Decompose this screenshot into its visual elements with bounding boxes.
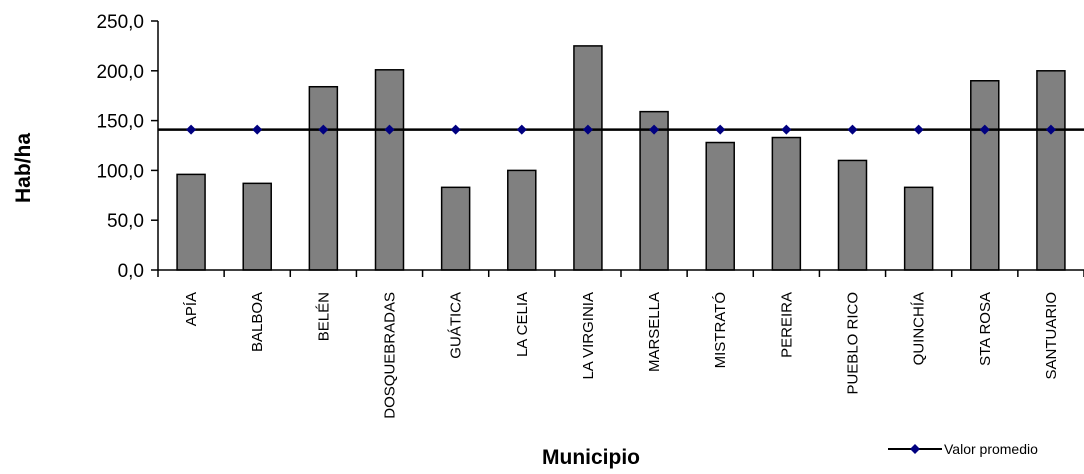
x-category-label: PUEBLO RICO	[845, 292, 862, 395]
y-tick-label: 100,0	[96, 161, 144, 182]
x-axis-title: Municipio	[542, 446, 640, 469]
x-category-labels: APÍA BALBOA BELÉN DOSQUEBRADAS GUÁTICA LA CEL…	[183, 292, 1060, 419]
bar	[507, 169, 537, 271]
y-tick-label: 200,0	[96, 62, 144, 83]
y-axis-title: Hab/ha	[12, 133, 35, 203]
bar	[242, 182, 272, 271]
y-tick-label: 50,0	[107, 211, 144, 232]
bar	[705, 141, 735, 271]
x-category-label: MISTRATÓ	[712, 292, 729, 368]
average-marker	[649, 124, 660, 135]
average-line-layer	[158, 124, 1084, 135]
bar	[639, 110, 669, 271]
x-category-label: QUINCHÍA	[911, 292, 928, 365]
bar	[1036, 70, 1066, 271]
average-marker	[715, 124, 726, 135]
legend: Valor promedio	[888, 441, 1038, 457]
x-category-label: SANTUARIO	[1043, 292, 1060, 380]
average-marker	[252, 124, 263, 135]
bar	[374, 69, 405, 271]
legend-marker-swatch	[910, 444, 920, 454]
x-category-label: PEREIRA	[778, 292, 795, 358]
x-category-label: LA VIRGINIA	[580, 292, 597, 380]
average-marker	[979, 124, 990, 135]
bar	[837, 159, 868, 271]
y-tick-label: 250,0	[96, 12, 144, 33]
x-category-label: GUÁTICA	[448, 292, 465, 359]
y-tick-label: 150,0	[96, 112, 144, 133]
x-category-label: DOSQUEBRADAS	[382, 292, 399, 419]
bars-layer	[176, 45, 1066, 271]
bar	[903, 186, 934, 271]
bar	[573, 45, 603, 271]
y-tick-labels: 0,0 50,0 100,0 150,0 200,0 250,0	[96, 12, 144, 282]
x-category-label: APÍA	[183, 292, 200, 326]
average-marker	[318, 124, 329, 135]
average-marker	[582, 124, 593, 135]
x-category-label: LA CELIA	[514, 292, 531, 357]
axes-layer	[151, 20, 1084, 277]
bar	[970, 80, 1000, 271]
average-marker	[847, 124, 858, 135]
average-marker	[781, 124, 792, 135]
x-category-label: MARSELLA	[646, 292, 663, 372]
legend-label: Valor promedio	[944, 441, 1038, 457]
average-marker	[1045, 124, 1056, 135]
x-category-label: BELÉN	[315, 292, 332, 341]
average-marker	[516, 124, 527, 135]
average-marker	[450, 124, 461, 135]
average-marker	[913, 124, 924, 135]
bar	[176, 173, 206, 271]
y-tick-label: 0,0	[118, 261, 144, 282]
bar	[308, 85, 339, 271]
average-marker	[384, 124, 395, 135]
bar	[440, 186, 471, 271]
x-category-label: BALBOA	[249, 292, 266, 352]
x-category-label: STA ROSA	[977, 292, 994, 366]
bar	[771, 136, 802, 271]
average-marker	[186, 124, 197, 135]
